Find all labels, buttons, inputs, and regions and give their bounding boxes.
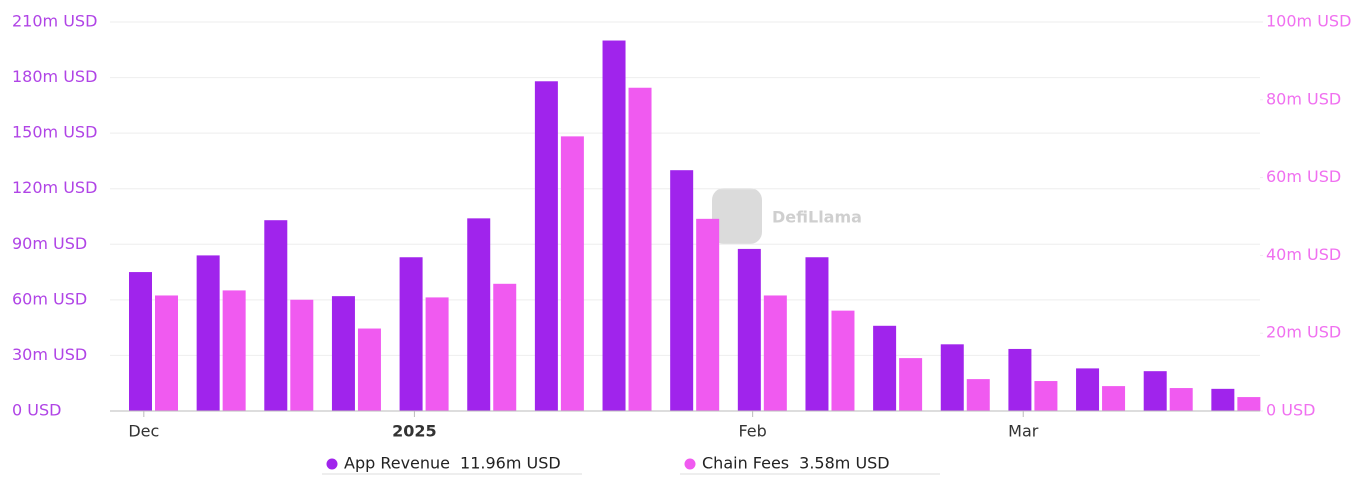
y2-tick-label: 40m USD xyxy=(1266,245,1341,264)
bar xyxy=(129,272,152,411)
x-tick-label: Dec xyxy=(128,422,159,441)
bar xyxy=(899,358,923,411)
y2-tick-label: 60m USD xyxy=(1266,167,1341,186)
bar xyxy=(357,328,381,411)
y-tick-label: 90m USD xyxy=(12,234,87,253)
y-tick-label: 0 USD xyxy=(12,401,61,420)
y2-tick-label: 80m USD xyxy=(1266,89,1341,108)
bar xyxy=(966,379,990,411)
bar xyxy=(1076,368,1100,411)
watermark-text: DefiLlama xyxy=(772,208,862,227)
bar xyxy=(1237,397,1261,411)
y2-tick-label: 100m USD xyxy=(1266,12,1351,31)
bar xyxy=(737,248,761,411)
y-tick-label: 150m USD xyxy=(12,123,97,142)
bar xyxy=(831,310,855,411)
bar xyxy=(222,290,246,411)
legend-value: 11.96m USD xyxy=(460,454,561,473)
bar xyxy=(940,344,964,411)
y-tick-label: 210m USD xyxy=(12,12,97,31)
bar xyxy=(1143,371,1167,411)
bar xyxy=(196,255,220,411)
bar xyxy=(493,283,517,411)
legend-label: App Revenue xyxy=(344,454,450,473)
bar xyxy=(873,325,897,411)
watermark-logo xyxy=(712,188,762,244)
legend-swatch xyxy=(326,458,338,470)
bar xyxy=(1034,381,1058,411)
bar xyxy=(534,81,558,412)
y-tick-label: 60m USD xyxy=(12,289,87,308)
bar xyxy=(155,295,178,411)
bar xyxy=(696,218,720,411)
bar xyxy=(425,297,449,411)
y-tick-label: 30m USD xyxy=(12,345,87,364)
x-tick-label: 2025 xyxy=(392,422,437,441)
bar xyxy=(628,87,652,411)
legend-label: Chain Fees xyxy=(702,454,789,473)
y-tick-label: 180m USD xyxy=(12,67,97,86)
bar xyxy=(805,257,829,411)
x-tick-label: Feb xyxy=(738,422,766,441)
bar xyxy=(399,257,423,411)
bar xyxy=(264,220,288,411)
bar xyxy=(1211,388,1235,411)
bar xyxy=(290,299,314,411)
bar xyxy=(1008,348,1032,411)
legend-value: 3.58m USD xyxy=(799,454,889,473)
bar xyxy=(670,170,694,411)
y2-tick-label: 20m USD xyxy=(1266,323,1341,342)
bar xyxy=(331,296,355,411)
legend-swatch xyxy=(684,458,696,470)
x-tick-label: Mar xyxy=(1008,422,1039,441)
y2-tick-label: 0 USD xyxy=(1266,401,1315,420)
bar xyxy=(763,295,787,411)
bar xyxy=(1102,386,1126,411)
bar xyxy=(467,218,491,411)
y-tick-label: 120m USD xyxy=(12,178,97,197)
watermark: DefiLlama xyxy=(712,188,862,244)
bar xyxy=(560,136,584,411)
bar xyxy=(602,40,626,412)
bar xyxy=(1169,388,1193,411)
